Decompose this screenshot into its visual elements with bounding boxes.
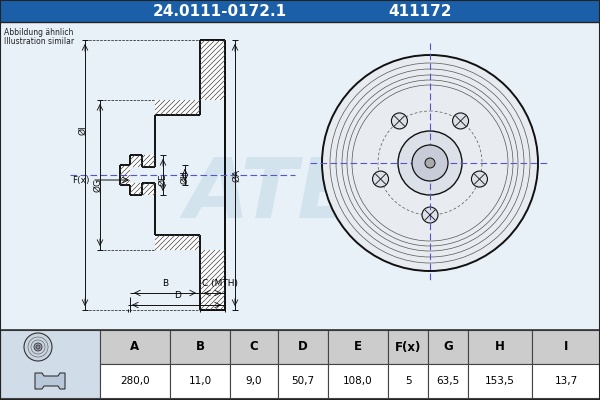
Text: ØH: ØH: [181, 170, 190, 184]
Circle shape: [373, 171, 389, 187]
FancyBboxPatch shape: [155, 235, 200, 250]
Text: E: E: [354, 340, 362, 354]
Text: 280,0: 280,0: [120, 376, 150, 386]
FancyBboxPatch shape: [468, 364, 532, 398]
Text: Abbildung ähnlich: Abbildung ähnlich: [4, 28, 73, 37]
FancyBboxPatch shape: [468, 330, 532, 364]
FancyBboxPatch shape: [170, 364, 230, 398]
FancyBboxPatch shape: [0, 330, 100, 398]
Text: I: I: [564, 340, 568, 354]
Text: F(x): F(x): [73, 176, 90, 184]
Circle shape: [322, 55, 538, 271]
Circle shape: [398, 131, 462, 195]
FancyBboxPatch shape: [120, 165, 130, 185]
FancyBboxPatch shape: [100, 364, 170, 398]
Text: 9,0: 9,0: [246, 376, 262, 386]
FancyBboxPatch shape: [532, 330, 600, 364]
Text: H: H: [495, 340, 505, 354]
FancyBboxPatch shape: [532, 364, 600, 398]
FancyBboxPatch shape: [200, 250, 225, 310]
Text: D: D: [298, 340, 308, 354]
FancyBboxPatch shape: [0, 0, 600, 22]
FancyBboxPatch shape: [155, 100, 200, 115]
FancyBboxPatch shape: [388, 330, 428, 364]
Text: 153,5: 153,5: [485, 376, 515, 386]
Text: 5: 5: [404, 376, 412, 386]
Text: Illustration similar: Illustration similar: [4, 37, 74, 46]
FancyBboxPatch shape: [130, 183, 155, 195]
Text: A: A: [130, 340, 140, 354]
Text: 108,0: 108,0: [343, 376, 373, 386]
Polygon shape: [35, 373, 65, 389]
Text: C: C: [250, 340, 259, 354]
FancyBboxPatch shape: [230, 330, 278, 364]
FancyBboxPatch shape: [0, 22, 600, 330]
Text: 24.0111-0172.1: 24.0111-0172.1: [153, 4, 287, 18]
FancyBboxPatch shape: [230, 364, 278, 398]
Circle shape: [425, 158, 435, 168]
Circle shape: [36, 345, 40, 349]
Circle shape: [452, 113, 469, 129]
Text: ATE: ATE: [185, 154, 355, 236]
Circle shape: [34, 343, 42, 351]
Text: G: G: [443, 340, 453, 354]
FancyBboxPatch shape: [200, 40, 225, 100]
Text: 50,7: 50,7: [292, 376, 314, 386]
FancyBboxPatch shape: [328, 364, 388, 398]
FancyBboxPatch shape: [100, 330, 170, 364]
FancyBboxPatch shape: [130, 155, 155, 167]
Text: ØG: ØG: [94, 178, 103, 192]
Circle shape: [422, 207, 438, 223]
Text: ØE: ØE: [158, 174, 167, 186]
Text: B: B: [196, 340, 205, 354]
Circle shape: [472, 171, 487, 187]
FancyBboxPatch shape: [328, 330, 388, 364]
Text: ØI: ØI: [79, 125, 88, 135]
FancyBboxPatch shape: [278, 364, 328, 398]
FancyBboxPatch shape: [388, 364, 428, 398]
FancyBboxPatch shape: [428, 330, 468, 364]
Circle shape: [412, 145, 448, 181]
Text: D: D: [174, 291, 181, 300]
Text: ØA: ØA: [233, 168, 241, 182]
Text: C (MTH): C (MTH): [202, 279, 238, 288]
Text: 411172: 411172: [388, 4, 452, 18]
Text: 11,0: 11,0: [188, 376, 212, 386]
Text: F(x): F(x): [395, 340, 421, 354]
Text: 63,5: 63,5: [436, 376, 460, 386]
Circle shape: [391, 113, 407, 129]
FancyBboxPatch shape: [278, 330, 328, 364]
Text: 13,7: 13,7: [554, 376, 578, 386]
Circle shape: [24, 333, 52, 361]
Text: B: B: [162, 279, 168, 288]
FancyBboxPatch shape: [428, 364, 468, 398]
FancyBboxPatch shape: [170, 330, 230, 364]
